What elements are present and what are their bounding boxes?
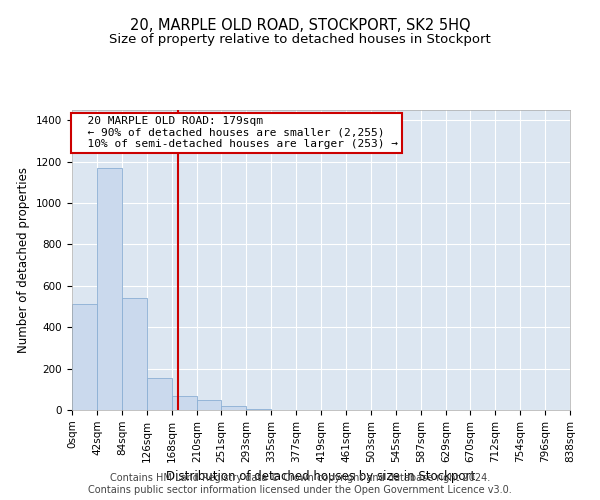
X-axis label: Distribution of detached houses by size in Stockport: Distribution of detached houses by size … <box>166 470 476 483</box>
Bar <box>172 396 197 410</box>
Bar <box>122 298 147 410</box>
Text: Contains HM Land Registry data © Crown copyright and database right 2024.
Contai: Contains HM Land Registry data © Crown c… <box>88 474 512 495</box>
Text: 20 MARPLE OLD ROAD: 179sqm
  ← 90% of detached houses are smaller (2,255)
  10% : 20 MARPLE OLD ROAD: 179sqm ← 90% of deta… <box>74 116 398 149</box>
Bar <box>147 378 172 410</box>
Bar <box>197 400 221 410</box>
Bar <box>246 409 271 410</box>
Y-axis label: Number of detached properties: Number of detached properties <box>17 167 31 353</box>
Text: 20, MARPLE OLD ROAD, STOCKPORT, SK2 5HQ: 20, MARPLE OLD ROAD, STOCKPORT, SK2 5HQ <box>130 18 470 32</box>
Text: Size of property relative to detached houses in Stockport: Size of property relative to detached ho… <box>109 32 491 46</box>
Bar <box>221 406 246 410</box>
Bar <box>97 168 122 410</box>
Bar <box>72 304 97 410</box>
